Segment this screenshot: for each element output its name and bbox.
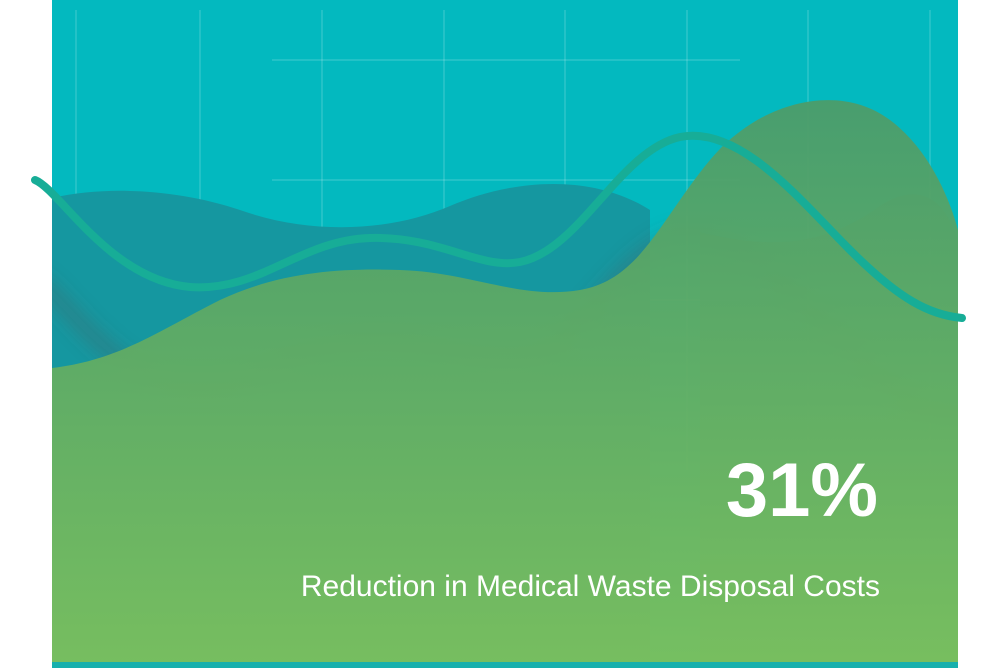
decor [52, 10, 958, 668]
area-green [52, 100, 958, 668]
stat-value: 31% [726, 448, 878, 533]
stat-label: Reduction in Medical Waste Disposal Cost… [301, 570, 880, 603]
trend-line [31, 131, 966, 322]
bottom-strip [52, 662, 958, 668]
